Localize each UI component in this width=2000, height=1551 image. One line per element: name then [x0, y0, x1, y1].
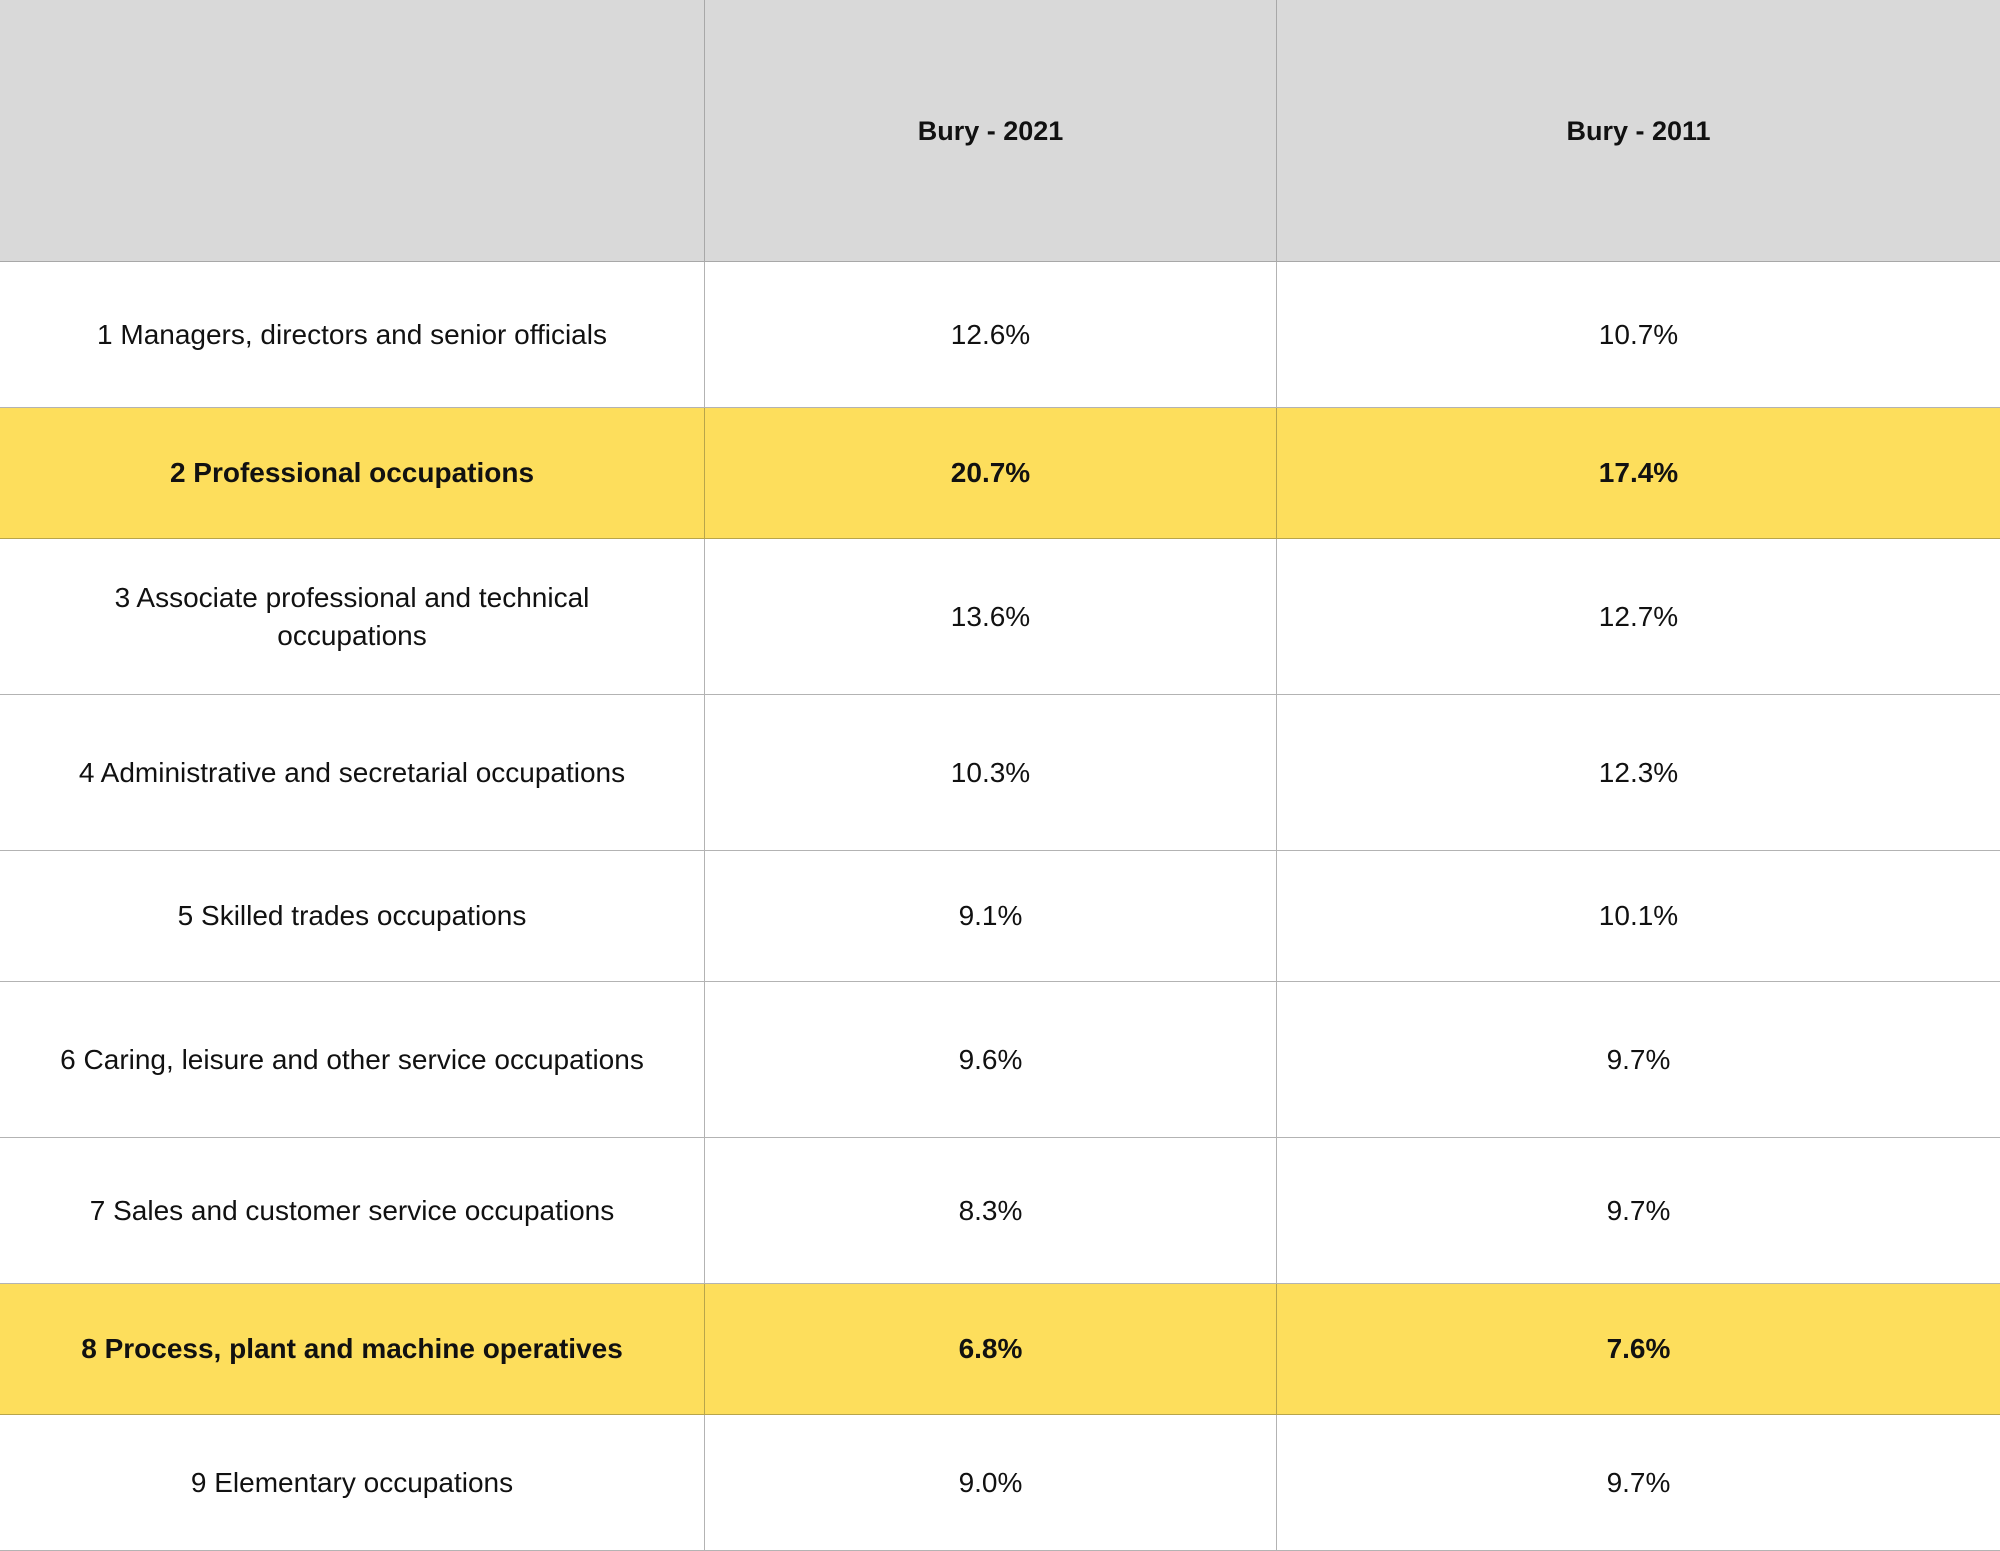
row-value-2011: 7.6%	[1277, 1284, 2000, 1415]
row-value-2021: 9.6%	[705, 982, 1277, 1138]
row-label: 9 Elementary occupations	[0, 1415, 705, 1551]
row-value-2021: 9.0%	[705, 1415, 1277, 1551]
row-value-2011: 9.7%	[1277, 1138, 2000, 1284]
row-value-2011: 10.7%	[1277, 262, 2000, 408]
row-label: 7 Sales and customer service occupations	[0, 1138, 705, 1284]
table-row: 3 Associate professional and technical o…	[0, 539, 2000, 695]
table-row: 6 Caring, leisure and other service occu…	[0, 982, 2000, 1138]
table-row: 7 Sales and customer service occupations…	[0, 1138, 2000, 1284]
row-label: 4 Administrative and secretarial occupat…	[0, 695, 705, 851]
header-cell-bury-2021: Bury - 2021	[705, 0, 1277, 262]
row-value-2021: 12.6%	[705, 262, 1277, 408]
row-value-2011: 12.3%	[1277, 695, 2000, 851]
row-label: 8 Process, plant and machine operatives	[0, 1284, 705, 1415]
row-value-2011: 17.4%	[1277, 408, 2000, 539]
table-row-highlighted: 8 Process, plant and machine operatives …	[0, 1284, 2000, 1415]
table-row-highlighted: 2 Professional occupations 20.7% 17.4%	[0, 408, 2000, 539]
row-value-2021: 8.3%	[705, 1138, 1277, 1284]
row-value-2011: 10.1%	[1277, 851, 2000, 982]
row-value-2021: 20.7%	[705, 408, 1277, 539]
row-value-2011: 9.7%	[1277, 982, 2000, 1138]
table-row: 4 Administrative and secretarial occupat…	[0, 695, 2000, 851]
table-row: 1 Managers, directors and senior officia…	[0, 262, 2000, 408]
row-label: 6 Caring, leisure and other service occu…	[0, 982, 705, 1138]
row-value-2011: 9.7%	[1277, 1415, 2000, 1551]
table-header-row: Bury - 2021 Bury - 2011	[0, 0, 2000, 262]
row-value-2021: 6.8%	[705, 1284, 1277, 1415]
row-value-2021: 9.1%	[705, 851, 1277, 982]
row-label: 1 Managers, directors and senior officia…	[0, 262, 705, 408]
row-value-2011: 12.7%	[1277, 539, 2000, 695]
row-label: 2 Professional occupations	[0, 408, 705, 539]
table-row: 5 Skilled trades occupations 9.1% 10.1%	[0, 851, 2000, 982]
table-row: 9 Elementary occupations 9.0% 9.7%	[0, 1415, 2000, 1551]
row-value-2021: 13.6%	[705, 539, 1277, 695]
row-label: 5 Skilled trades occupations	[0, 851, 705, 982]
row-label: 3 Associate professional and technical o…	[0, 539, 705, 695]
row-value-2021: 10.3%	[705, 695, 1277, 851]
header-cell-label	[0, 0, 705, 262]
header-cell-bury-2011: Bury - 2011	[1277, 0, 2000, 262]
